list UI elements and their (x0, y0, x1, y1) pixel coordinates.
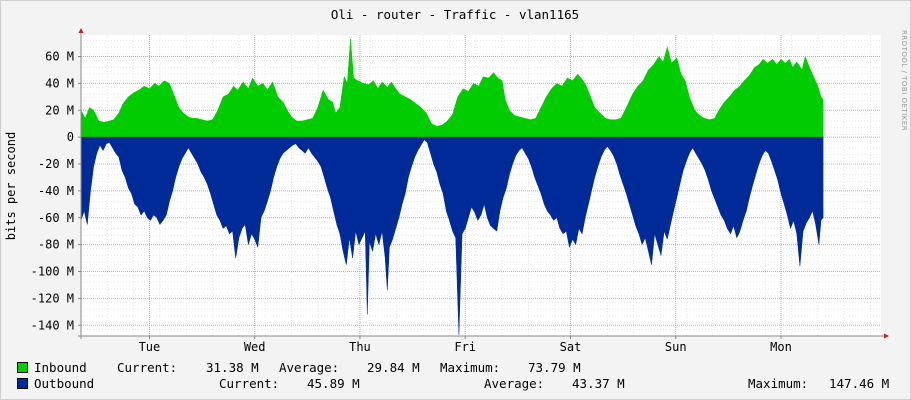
legend-outbound-maximum-label: Maximum: (748, 376, 809, 391)
legend-outbound-name: Outbound (34, 376, 95, 391)
x-tick-label: Sun (665, 340, 687, 354)
x-tick-labels: Tue Wed Thu Fri Sat Sun Mon (139, 340, 792, 354)
x-tick-label: Tue (139, 340, 161, 354)
series-area-inbound (80, 38, 824, 138)
x-tick-label: Wed (244, 340, 266, 354)
outbound-color-swatch (17, 378, 28, 389)
legend-inbound-name: Inbound (34, 360, 87, 375)
y-tick-label: 0 (67, 130, 74, 144)
series-area-outbound (80, 136, 824, 335)
legend-inbound-maximum: 73.79 M (528, 360, 581, 375)
legend-outbound-current-label: Current: (219, 376, 280, 391)
legend-inbound-current-label: Current: (117, 360, 178, 375)
legend-outbound-current: 45.89 M (307, 376, 360, 391)
y-tick-label: 40 M (45, 76, 74, 90)
x-tick-label: Sat (560, 340, 582, 354)
axes (78, 28, 889, 339)
legend-row-outbound: Outbound Current: 45.89 M Average: 43.37… (0, 376, 911, 392)
legend-outbound-average: 43.37 M (572, 376, 625, 391)
y-tick-label: -80 M (38, 238, 74, 252)
y-tick-label: 20 M (45, 103, 74, 117)
y-axis-label: bits per second (4, 132, 18, 240)
legend-inbound-average-label: Average: (279, 360, 340, 375)
graph-title: Oli - router - Traffic - vlan1165 (331, 7, 579, 22)
x-tick-label: Mon (770, 340, 792, 354)
y-tick-label: -40 M (38, 184, 74, 198)
y-axis-arrow (78, 28, 84, 33)
series-areas (80, 38, 824, 335)
y-tick-label: -120 M (31, 291, 74, 305)
y-tick-label: -20 M (38, 157, 74, 171)
legend-outbound-average-label: Average: (484, 376, 545, 391)
legend-inbound-average: 29.84 M (367, 360, 420, 375)
y-tick-label: -60 M (38, 211, 74, 225)
x-axis-arrow (884, 333, 889, 339)
legend-row-inbound: Inbound Current: 31.38 M Average: 29.84 … (0, 360, 911, 376)
inbound-color-swatch (17, 362, 28, 373)
y-tick-labels: 60 M 40 M 20 M 0 -20 M -40 M -60 M -80 M -100 M -… (31, 50, 74, 333)
legend-inbound-current: 31.38 M (206, 360, 259, 375)
legend-inbound-maximum-label: Maximum: (440, 360, 501, 375)
legend-outbound-maximum: 147.46 M (829, 376, 890, 391)
y-tick-label: -100 M (31, 265, 74, 279)
x-tick-label: Thu (349, 340, 371, 354)
y-tick-label: 60 M (45, 50, 74, 64)
x-tick-label: Fri (454, 340, 476, 354)
y-tick-label: -140 M (31, 318, 74, 332)
rrdtool-watermark: RRDTOOL / TOBI OETIKER (900, 30, 908, 131)
